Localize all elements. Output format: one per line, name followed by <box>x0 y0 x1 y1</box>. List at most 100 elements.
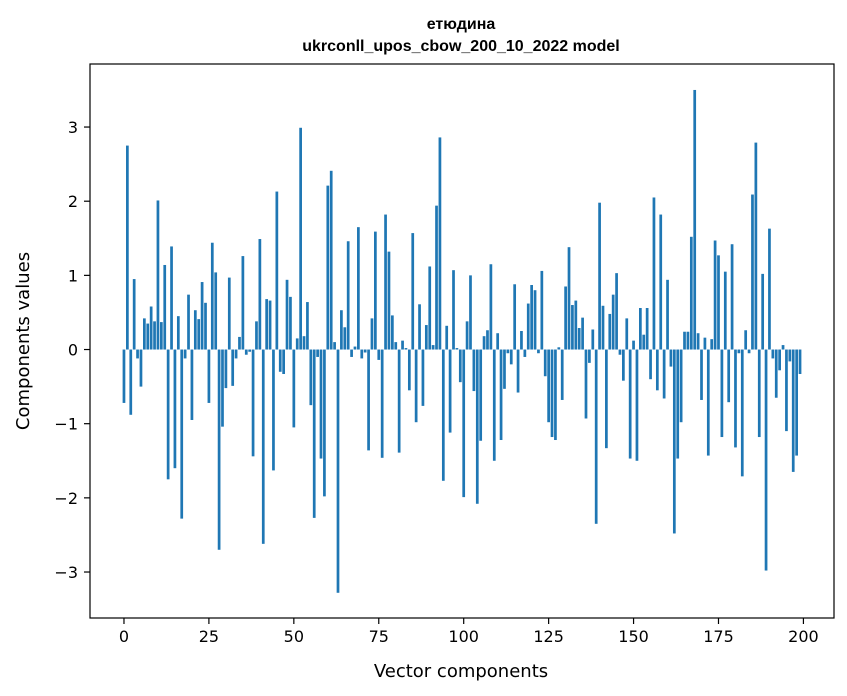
bar-146 <box>618 349 622 355</box>
bar-188 <box>761 273 765 350</box>
bar-170 <box>700 349 703 400</box>
bar-82 <box>401 340 404 350</box>
bar-133 <box>574 300 578 350</box>
y-tick-label: −1 <box>54 415 78 434</box>
bar-53 <box>302 336 306 350</box>
bar-163 <box>676 349 680 459</box>
bar-104 <box>475 349 479 504</box>
bar-57 <box>316 349 319 357</box>
bar-159 <box>662 349 666 399</box>
bar-94 <box>441 349 445 481</box>
bar-93 <box>438 137 442 350</box>
x-tick-label: 50 <box>284 627 304 646</box>
bar-189 <box>764 349 768 571</box>
y-axis: −3 −2 −1 0 1 2 3 <box>54 118 90 582</box>
bar-86 <box>414 349 418 423</box>
bar-91 <box>431 345 435 350</box>
bar-81 <box>397 349 401 453</box>
bar-58 <box>319 349 323 459</box>
bar-123 <box>540 270 544 350</box>
y-tick-label: 1 <box>68 266 78 285</box>
bar-184 <box>747 349 751 354</box>
bar-174 <box>713 240 717 350</box>
bar-157 <box>655 349 659 391</box>
bar-147 <box>622 349 625 381</box>
bar-3 <box>132 279 136 350</box>
bar-165 <box>683 331 686 350</box>
bar-191 <box>771 349 775 359</box>
bar-20 <box>190 349 194 420</box>
bar-61 <box>329 170 333 350</box>
plot-frame <box>89 63 835 619</box>
bar-1 <box>126 145 129 350</box>
bar-106 <box>482 336 486 350</box>
bar-111 <box>499 349 503 441</box>
bar-2 <box>129 349 133 415</box>
bar-39 <box>255 321 258 350</box>
bar-116 <box>516 349 520 393</box>
bar-186 <box>754 142 758 350</box>
bar-152 <box>639 308 642 350</box>
bar-78 <box>387 251 391 350</box>
bar-96 <box>448 349 452 433</box>
y-tick-label: −3 <box>54 563 78 582</box>
x-tick-label: 175 <box>703 627 734 646</box>
bar-66 <box>346 241 350 350</box>
bar-132 <box>571 305 574 350</box>
bar-71 <box>363 349 367 353</box>
bar-33 <box>234 349 238 359</box>
bar-129 <box>560 349 564 400</box>
y-tick-label: 0 <box>68 341 78 360</box>
bar-182 <box>740 349 744 477</box>
y-tick-label: 2 <box>68 192 78 211</box>
bar-16 <box>176 316 180 350</box>
bar-127 <box>554 349 557 441</box>
bar-13 <box>166 349 170 480</box>
bar-158 <box>659 214 663 350</box>
bar-197 <box>791 349 795 472</box>
bar-7 <box>146 323 150 350</box>
bar-145 <box>615 273 618 350</box>
y-tick-label: 3 <box>68 118 78 137</box>
bar-64 <box>340 310 343 350</box>
bar-87 <box>418 304 421 350</box>
bar-121 <box>533 290 537 350</box>
bar-172 <box>706 349 710 456</box>
bar-109 <box>492 349 496 461</box>
bar-126 <box>550 349 554 438</box>
bar-50 <box>292 349 296 428</box>
bar-125 <box>547 349 550 423</box>
chart-title-line1: етюдина <box>427 16 496 33</box>
bar-24 <box>204 302 207 350</box>
x-tick-label: 100 <box>448 627 479 646</box>
bar-84 <box>407 349 411 391</box>
bar-99 <box>458 349 462 383</box>
bar-23 <box>200 282 204 350</box>
bar-45 <box>275 191 279 350</box>
bar-150 <box>632 340 635 350</box>
bar-43 <box>268 300 272 350</box>
bar-90 <box>428 266 432 350</box>
bar-124 <box>543 349 547 377</box>
bar-95 <box>445 325 449 350</box>
bar-56 <box>312 349 316 518</box>
bar-72 <box>367 349 370 451</box>
bar-68 <box>353 346 357 350</box>
bar-144 <box>611 294 615 350</box>
bar-141 <box>601 305 605 350</box>
bar-41 <box>261 349 265 544</box>
bar-44 <box>272 349 275 471</box>
x-tick-label: 25 <box>199 627 219 646</box>
x-axis: 0 25 50 75 100 125 150 175 200 <box>119 618 819 646</box>
bar-168 <box>693 89 697 350</box>
bar-34 <box>238 336 241 350</box>
x-tick-label: 0 <box>119 627 129 646</box>
bar-190 <box>768 228 771 350</box>
bar-77 <box>384 214 387 350</box>
bar-67 <box>350 349 353 357</box>
bar-80 <box>394 342 398 350</box>
x-tick-label: 75 <box>369 627 389 646</box>
bar-175 <box>717 255 720 350</box>
bar-128 <box>557 347 561 350</box>
bar-162 <box>672 349 676 534</box>
